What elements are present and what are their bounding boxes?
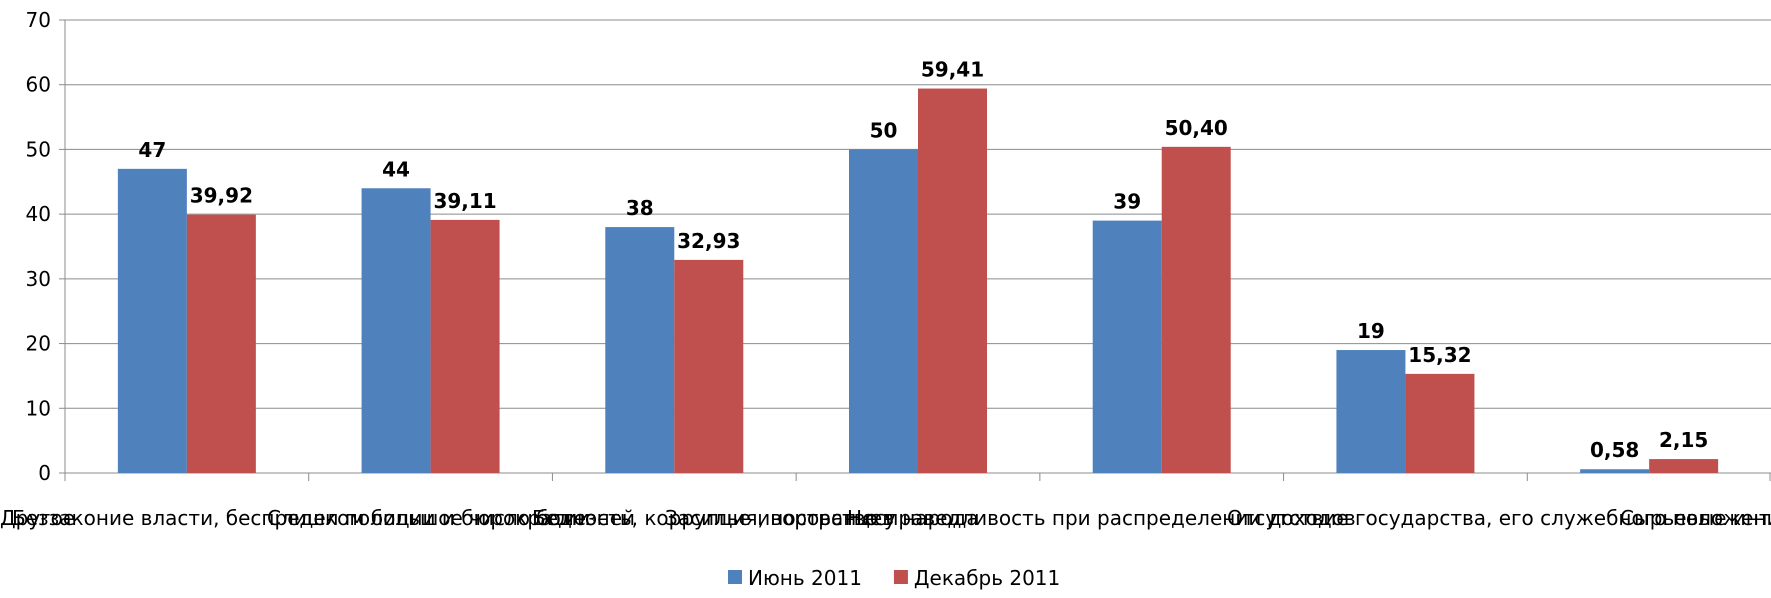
bar-december-2011 — [674, 259, 744, 473]
bar-december-2011 — [918, 88, 987, 474]
data-label: 32,93 — [677, 229, 740, 253]
bars — [117, 88, 1719, 474]
category-label: Несправедливость при распределении доход… — [847, 506, 1356, 530]
y-axis: 0 10 20 30 40 50 60 70 — [26, 8, 66, 485]
y-tick-label: 40 — [26, 202, 51, 226]
data-label: 2,15 — [1659, 428, 1708, 452]
data-label: 47 — [138, 138, 166, 162]
bar-june-2011 — [117, 168, 187, 474]
y-tick-label: 60 — [26, 73, 51, 97]
category-label: Беззаконие власти, беспредел полиции и б… — [12, 506, 590, 530]
data-label: 50,40 — [1165, 116, 1228, 140]
category-label: Сырьевые интересы, правоохранительных пр… — [1620, 506, 1771, 530]
category-label: Отсутствие государства, его служебного п… — [1227, 506, 1771, 530]
data-label: 19 — [1357, 319, 1385, 343]
data-label: 0,58 — [1590, 438, 1639, 462]
data-label: 39,11 — [433, 189, 496, 213]
bar-december-2011 — [1649, 459, 1719, 473]
y-tick-label: 0 — [38, 461, 51, 485]
bar-june-2011 — [1336, 350, 1406, 473]
y-tick-label: 30 — [26, 267, 51, 291]
legend-label: Декабрь 2011 — [914, 566, 1060, 590]
category-labels: Беззаконие власти, беспредел полиции и б… — [0, 506, 1771, 530]
bar-december-2011 — [186, 214, 256, 473]
category-label: Другое — [0, 506, 75, 530]
data-label: 39 — [1113, 190, 1141, 214]
bar-june-2011 — [605, 227, 675, 473]
category-label: Бедность, коррупция, воровство у народа — [532, 506, 979, 530]
data-label: 50 — [870, 118, 898, 142]
category-label: Слишком большое число болезней — [267, 506, 635, 530]
y-tick-label: 20 — [26, 332, 51, 356]
data-label: 59,41 — [921, 58, 984, 82]
bar-june-2011 — [849, 149, 918, 473]
bar-december-2011 — [1405, 373, 1475, 473]
legend-label: Июнь 2011 — [748, 566, 862, 590]
y-tick-label: 70 — [26, 8, 51, 32]
bar-june-2011 — [1092, 220, 1162, 473]
legend: Июнь 2011 Декабрь 2011 — [728, 566, 1060, 590]
data-label: 44 — [382, 157, 410, 181]
bar-june-2011 — [1580, 469, 1650, 473]
x-axis — [64, 472, 1771, 481]
data-label: 15,32 — [1408, 343, 1471, 367]
data-labels: 47 44 38 50 39 19 0,58 39,92 39,11 32,93 59,41 50,4… — [138, 58, 1708, 463]
y-tick-label: 50 — [26, 137, 51, 161]
data-label: 38 — [626, 196, 654, 220]
y-tick-label: 10 — [26, 396, 51, 420]
legend-swatch — [893, 570, 908, 584]
bar-june-2011 — [361, 188, 431, 473]
bar-december-2011 — [430, 219, 500, 473]
legend-swatch — [728, 570, 742, 584]
category-label: Засилье иностранцев — [665, 506, 894, 530]
data-label: 39,92 — [190, 184, 253, 208]
bar-december-2011 — [1161, 146, 1231, 473]
